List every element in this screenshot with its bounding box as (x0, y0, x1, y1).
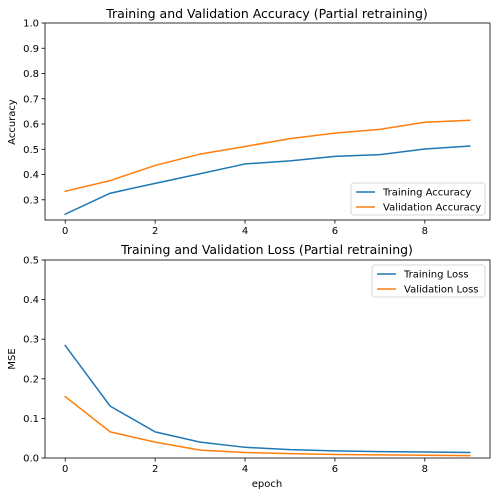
accuracy-chart-legend-label: Training Accuracy (382, 188, 471, 199)
loss-chart-xtick-label: 2 (152, 464, 158, 475)
accuracy-chart-xtick-label: 0 (62, 226, 68, 237)
loss-chart-legend-label: Training Loss (403, 270, 469, 281)
loss-chart-ytick-label: 0.2 (23, 374, 39, 385)
loss-chart-ytick-label: 0.3 (23, 335, 39, 346)
accuracy-chart-legend-box (350, 182, 486, 216)
accuracy-chart-ytick-label: 0.9 (23, 44, 39, 55)
accuracy-chart-ytick-label: 0.7 (23, 94, 39, 105)
loss-chart-legend-box (371, 264, 486, 298)
accuracy-chart-ytick-label: 0.6 (23, 120, 39, 131)
loss-chart-xlabel: epoch (252, 479, 282, 490)
accuracy-chart-ytick-label: 0.8 (23, 69, 39, 80)
accuracy-chart-xtick-label: 6 (332, 226, 338, 237)
loss-chart-ytick-label: 0.4 (23, 295, 39, 306)
accuracy-chart-title: Training and Validation Accuracy (Partia… (105, 6, 428, 21)
loss-chart: Training and Validation Loss (Partial re… (7, 242, 491, 490)
accuracy-chart-plot-frame (44, 22, 491, 221)
loss-chart-ytick-label: 0.0 (23, 454, 39, 465)
loss-chart-ylabel: MSE (7, 348, 18, 369)
accuracy-chart-xtick-label: 4 (242, 226, 248, 237)
loss-chart-ytick-label: 0.5 (23, 256, 39, 267)
accuracy-chart-legend-label: Validation Accuracy (383, 203, 481, 214)
loss-chart-legend-label: Validation Loss (404, 285, 479, 296)
accuracy-chart-xtick-label: 2 (152, 226, 158, 237)
loss-chart-xtick-label: 0 (62, 464, 68, 475)
accuracy-chart-ytick-label: 0.4 (23, 170, 39, 181)
loss-chart-xtick-label: 4 (242, 464, 248, 475)
loss-chart-series-line-2 (64, 395, 471, 457)
accuracy-chart-ytick-label: 1.0 (23, 19, 39, 30)
loss-chart-title: Training and Validation Loss (Partial re… (120, 242, 413, 257)
loss-chart-plot-frame (44, 259, 491, 459)
loss-chart-series-line-1 (64, 344, 471, 454)
loss-chart-ytick-label: 0.1 (23, 414, 39, 425)
accuracy-chart-ytick-label: 0.3 (23, 195, 39, 206)
accuracy-chart-series-line-1 (64, 145, 471, 216)
accuracy-chart-ylabel: Accuracy (7, 99, 18, 145)
accuracy-chart-xtick-label: 8 (422, 226, 428, 237)
accuracy-chart-ytick-label: 0.5 (23, 145, 39, 156)
loss-chart-xtick-label: 8 (422, 464, 428, 475)
accuracy-chart: Training and Validation Accuracy (Partia… (7, 6, 491, 237)
accuracy-chart-series-line-2 (64, 119, 471, 193)
loss-chart-xtick-label: 6 (332, 464, 338, 475)
